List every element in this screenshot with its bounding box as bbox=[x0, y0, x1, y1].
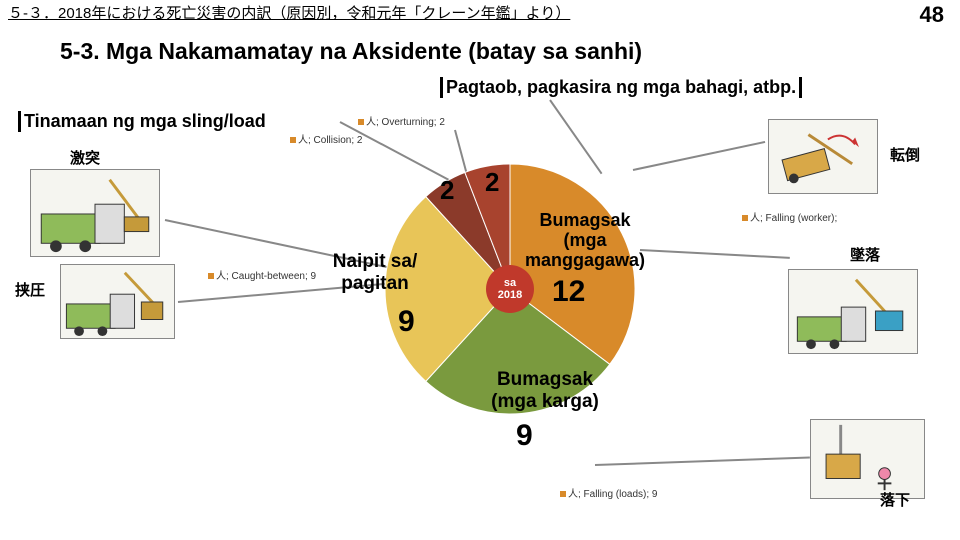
pie-val-load: 9 bbox=[516, 419, 533, 453]
pie-label-naipit: Naipit sa/ pagitan bbox=[320, 251, 430, 295]
label-caught: 人; Caught-between; 9 bbox=[208, 267, 316, 282]
pie-chart: sa2018 2 2 Bumagsak (mga manggagawa) 12 … bbox=[380, 159, 640, 419]
pie-label-worker: Bumagsak (mga manggagawa) bbox=[525, 211, 645, 270]
jp-fall-worker: 墜落 bbox=[850, 244, 880, 265]
label-overturning: 人; Overturning; 2 bbox=[358, 113, 445, 128]
callout-overturning: Pagtaob, pagkasira ng mga bahagi, atbp. bbox=[440, 77, 802, 98]
illus-caught bbox=[60, 264, 175, 339]
label-collision: 人; Collision; 2 bbox=[290, 131, 362, 146]
label-falling-loads: 人; Falling (loads); 9 bbox=[560, 485, 657, 500]
illus-fall-load bbox=[810, 419, 925, 499]
jp-fall-load: 落下 bbox=[880, 489, 910, 510]
line-overturn2 bbox=[633, 141, 765, 171]
main-title: 5-3. Mga Nakamamatay na Aksidente (batay… bbox=[0, 30, 960, 69]
jp-collision: 激突 bbox=[70, 147, 100, 168]
pie-val-collision: 2 bbox=[440, 175, 454, 206]
line-fall-load bbox=[595, 456, 810, 466]
jp-header-title: ５-３．2018年における死亡災害の内訳（原因別，令和元年「クレーン年鑑」より） bbox=[8, 2, 920, 23]
pie-val-naipit: 9 bbox=[398, 305, 415, 339]
pie-val-worker: 12 bbox=[552, 275, 585, 309]
jp-caught: 挟圧 bbox=[15, 279, 45, 300]
label-falling-worker: 人; Falling (worker); bbox=[742, 209, 837, 224]
pie-label-load: Bumagsak (mga karga) bbox=[465, 369, 625, 413]
illus-fall-worker bbox=[788, 269, 918, 354]
pie-val-overturn: 2 bbox=[485, 167, 499, 198]
content-area: Pagtaob, pagkasira ng mga bahagi, atbp. … bbox=[0, 69, 960, 529]
page-number: 48 bbox=[920, 2, 952, 28]
illus-overturn bbox=[768, 119, 878, 194]
center-badge: sa2018 bbox=[486, 265, 534, 313]
line-fall-worker bbox=[640, 249, 790, 259]
jp-overturn: 転倒 bbox=[890, 144, 920, 165]
callout-sling: Tinamaan ng mga sling/load bbox=[18, 111, 266, 132]
illus-collision bbox=[30, 169, 160, 257]
